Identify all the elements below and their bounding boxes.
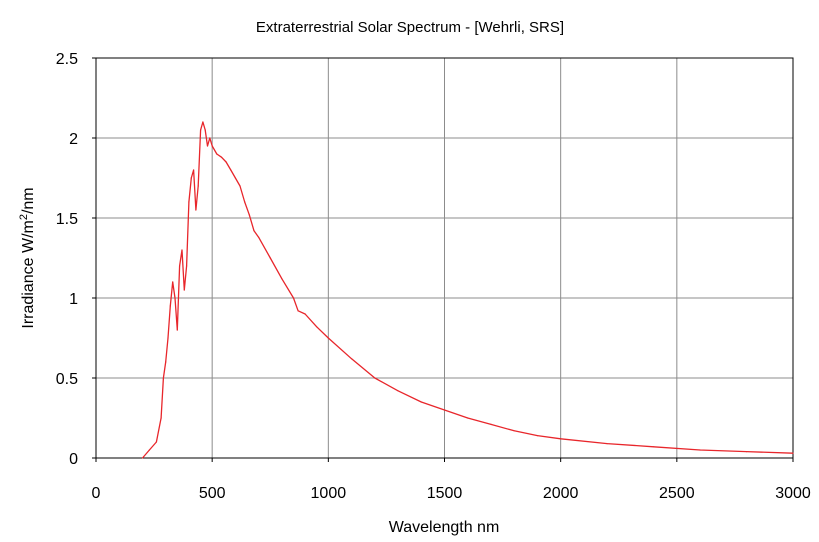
data-point [162, 377, 164, 379]
x-tick-label: 2500 [659, 485, 695, 502]
data-point [216, 153, 218, 155]
data-point [606, 443, 608, 445]
data-point [204, 129, 206, 131]
data-point [281, 278, 283, 280]
data-point [443, 409, 446, 411]
data-point [374, 377, 376, 379]
data-point [190, 177, 192, 179]
x-tick-label: 0 [92, 485, 101, 502]
y-axis-label-tail: /nm [20, 187, 37, 214]
data-point [269, 257, 271, 259]
data-point [197, 185, 199, 187]
y-axis-label: Irradiance W/m2/nm [18, 187, 37, 328]
data-point [304, 313, 306, 315]
data-point [230, 169, 232, 171]
data-point [513, 430, 515, 432]
x-tick-label: 1500 [427, 485, 463, 502]
data-point [397, 390, 399, 392]
y-tick-label: 2 [69, 131, 78, 148]
data-point [297, 310, 299, 312]
chart-title: Extraterrestrial Solar Spectrum - [Wehrl… [256, 19, 564, 36]
y-tick-label: 1 [69, 291, 78, 308]
spectrum-line [142, 121, 794, 459]
data-point [253, 230, 255, 232]
data-point [258, 236, 260, 238]
data-point [225, 161, 227, 163]
data-point [181, 249, 183, 251]
data-point [234, 177, 236, 179]
x-tick-label: 1000 [311, 485, 347, 502]
series-layer [141, 121, 794, 459]
x-tick-labels: 0 500 1000 1500 2000 2500 3000 [92, 458, 811, 502]
data-point [160, 417, 162, 419]
data-point [316, 326, 318, 328]
y-tick-labels: 0 0.5 1 1.5 2 2.5 [56, 51, 96, 468]
data-point [141, 457, 144, 459]
data-point [467, 417, 469, 419]
data-point [167, 337, 169, 339]
x-tick-label: 500 [199, 485, 226, 502]
y-tick-label: 0.5 [56, 371, 78, 388]
y-tick-label: 1.5 [56, 211, 78, 228]
data-point [195, 209, 197, 211]
data-point [202, 121, 204, 123]
data-point [653, 446, 655, 448]
data-point [155, 441, 157, 443]
y-tick-label: 0 [69, 451, 78, 468]
data-point [206, 145, 209, 147]
data-point [176, 329, 178, 331]
data-point [209, 137, 211, 139]
data-point [792, 452, 794, 454]
data-point [188, 201, 190, 203]
data-point [220, 156, 223, 158]
data-point [351, 358, 353, 360]
data-point [183, 289, 185, 291]
data-point [179, 265, 181, 267]
x-tick-label: 2000 [543, 485, 579, 502]
gridlines [96, 58, 793, 458]
data-point [745, 451, 748, 453]
data-point [174, 297, 176, 299]
data-point [699, 449, 701, 451]
data-point [172, 281, 174, 283]
data-point [239, 185, 241, 187]
data-point [186, 265, 188, 267]
x-tick-label: 3000 [775, 485, 811, 502]
data-point [292, 297, 295, 299]
y-tick-label: 2.5 [56, 51, 78, 68]
data-point [165, 361, 167, 363]
data-point [169, 305, 171, 307]
data-point [536, 435, 539, 437]
data-point [148, 449, 150, 451]
data-point [244, 201, 246, 203]
y-axis-label-main: Irradiance W/m [20, 220, 37, 328]
data-point [490, 423, 492, 425]
data-point [200, 129, 202, 131]
data-point [193, 169, 195, 171]
data-point [248, 214, 250, 216]
y-axis-label-superscript: 2 [18, 214, 30, 220]
x-axis-label: Wavelength nm [389, 519, 500, 536]
data-point [420, 401, 422, 403]
data-point [211, 145, 213, 147]
data-point [560, 438, 562, 440]
data-point [327, 337, 329, 339]
